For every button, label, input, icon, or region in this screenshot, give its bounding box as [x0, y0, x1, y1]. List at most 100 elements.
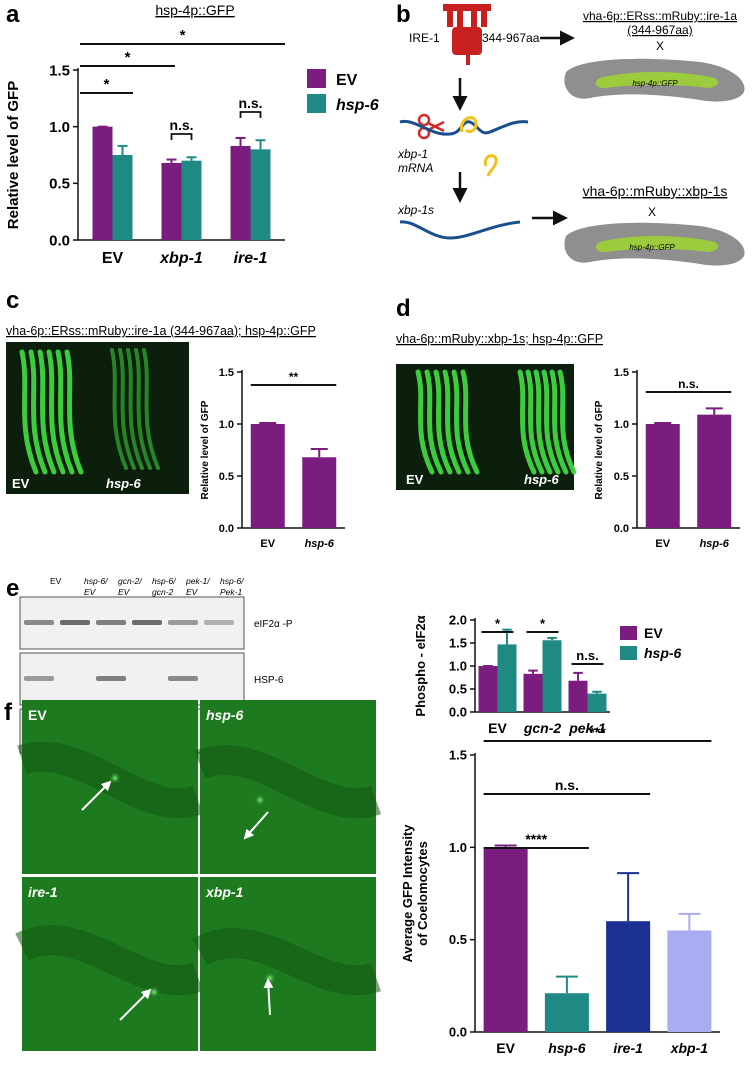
chart-e-ytick-label: 2.0	[449, 613, 467, 628]
chart-d-ytick-label: 0.5	[614, 471, 629, 483]
blot-band	[168, 676, 198, 681]
white-arrow-icon	[243, 811, 269, 840]
chart-d-xtick-label: hsp-6	[700, 538, 730, 550]
lane-label: gcn-2	[152, 587, 174, 597]
chart-a-xtick-label: xbp-1	[159, 250, 203, 267]
worm-body-shadow	[192, 928, 382, 996]
panel-a-title: hsp-4p::GFP	[155, 2, 234, 18]
chart-e-bar	[542, 640, 562, 712]
chart-e-xtick-label: EV	[488, 720, 507, 736]
xbp1s-strand	[399, 220, 521, 240]
worm-gfp-label-1: hsp-4p::GFP	[632, 79, 678, 88]
img-label-d-ev: EV	[406, 472, 424, 487]
legend-e-swatch-ev	[620, 626, 637, 640]
chart-e-bar	[497, 644, 517, 712]
chart-c-ylabel: Relative level of GFP	[200, 400, 211, 499]
legend-a: EV hsp-6	[307, 69, 379, 114]
legend-e-label-hsp6: hsp-6	[644, 645, 682, 661]
chart-a-xtick-label: ire-1	[234, 250, 268, 267]
lane-label: hsp-6/	[220, 576, 245, 586]
panel-c: c vha-6p::ERss::mRuby::ire-1a (344-967aa…	[6, 287, 345, 550]
worm-worms-d2	[533, 369, 553, 475]
worm-worms-c2	[110, 348, 128, 470]
coelomocyte-images	[15, 700, 382, 1051]
construct2-label: vha-6p::mRuby::xbp-1s	[583, 183, 728, 199]
chart-f-ylabel-2: of Coelomocytes	[415, 841, 430, 946]
legend-a-swatch-hsp6	[307, 94, 326, 113]
chart-e-ytick-label: 1.5	[449, 636, 467, 651]
chart-c: 0.0 0.5 1.0 1.5 Relative level of GFP EV hsp-6…	[200, 367, 345, 550]
chart-d-xtick-label: EV	[655, 538, 670, 550]
chart-e-ytick-label: 0.5	[449, 682, 467, 697]
coelomocyte-spot	[148, 986, 160, 998]
sig-a-xbp1-label: n.s.	[169, 117, 193, 133]
chart-e-xtick-label: pek-1	[568, 720, 606, 736]
blot-band	[24, 676, 54, 681]
worm-body-shadow	[15, 925, 204, 996]
lane-label: EV	[50, 576, 62, 586]
blot-label: eIF2α -P	[254, 619, 293, 630]
chart-e-bar	[587, 693, 607, 712]
worm-worms-d1	[433, 369, 453, 475]
chart-f-ylabel-1: Average GFP Intensity	[400, 824, 415, 963]
chart-c-bar	[302, 457, 337, 528]
chart-a-ylabel: Relative level of GFP	[5, 81, 22, 229]
worm-worms-d1	[460, 369, 480, 475]
legend-e: EV hsp-6	[620, 625, 682, 661]
panel-d-title: vha-6p::mRuby::xbp-1s; hsp-4p::GFP	[396, 332, 603, 346]
blot-band	[132, 620, 162, 625]
blot-band	[24, 620, 54, 625]
fluorescence-image-c	[6, 342, 189, 494]
construct1-line2: (344-967aa)	[627, 23, 692, 37]
ire1-protein-illustration	[443, 4, 491, 65]
chart-f: 0.0 0.5 1.0 1.5 Average GFP Intensity of Coel…	[400, 724, 720, 1056]
panel-b: b IRE-1 344-967aa vha-6p::ERss::mRuby::i…	[396, 1, 745, 266]
sig-a-xbp1-bracket	[170, 133, 193, 140]
chart-a-bar	[112, 155, 133, 240]
panel-c-title: vha-6p::ERss::mRuby::ire-1a (344-967aa);…	[6, 324, 316, 338]
mrna-intron-loop	[459, 116, 478, 134]
ire1-label: IRE-1	[409, 31, 440, 45]
worm-worms-d1	[424, 369, 444, 475]
excised-intron	[483, 154, 498, 177]
worm-worms-c1	[46, 349, 66, 475]
worm-worms-c2	[142, 348, 160, 470]
worm-worms-c1	[28, 349, 48, 475]
sig-e-1-label: *	[540, 616, 546, 631]
white-arrow-icon	[81, 780, 112, 811]
img-label-c-hsp6: hsp-6	[106, 476, 141, 491]
panel-letter-a: a	[6, 1, 20, 28]
img-label-d-hsp6: hsp-6	[524, 472, 559, 487]
worm-worms-d2	[525, 369, 545, 475]
chart-f-bar	[483, 847, 528, 1032]
chart-d-ytick-label: 0.0	[614, 523, 629, 535]
worm-worms-d1	[415, 369, 435, 475]
sig-c-label: **	[289, 370, 299, 384]
legend-a-label-ev: EV	[336, 72, 358, 89]
worm-body-shadow	[194, 745, 382, 819]
worm-gfp-label-2: hsp-4p::GFP	[629, 243, 675, 252]
cross2: X	[648, 205, 656, 219]
worm-worms-d1	[451, 369, 471, 475]
chart-a-ytick-label: 1.0	[49, 119, 70, 136]
chart-f-xtick-label: hsp-6	[548, 1040, 586, 1056]
panel-letter-e: e	[6, 575, 19, 602]
chart-a-xtick-label: EV	[102, 250, 124, 267]
blot-band	[60, 620, 90, 625]
chart-c-ytick-label: 0.0	[219, 523, 234, 535]
lane-label: Pek-1	[220, 587, 242, 597]
lane-label: hsp-6/	[152, 576, 177, 586]
chart-c-ytick-label: 1.0	[219, 419, 234, 431]
worm-worms-d2	[557, 369, 577, 475]
chart-d: 0.0 0.5 1.0 1.5 Relative level of GFP EV hsp-6…	[594, 367, 740, 550]
chart-e-bar	[523, 673, 543, 712]
chart-e-xtick-label: gcn-2	[523, 720, 562, 736]
img-label-f-xbp1: xbp-1	[205, 884, 244, 900]
chart-f-xtick-label: EV	[496, 1040, 515, 1056]
lane-label: EV	[186, 587, 199, 597]
panel-letter-b: b	[396, 1, 411, 28]
blot-label: HSP-6	[254, 675, 284, 686]
chart-e-ytick-label: 1.0	[449, 659, 467, 674]
